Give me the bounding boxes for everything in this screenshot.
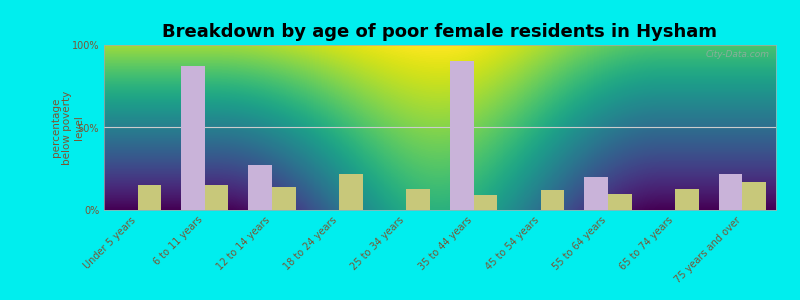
Bar	[339, 174, 362, 210]
Bar	[675, 188, 698, 210]
Bar	[541, 190, 564, 210]
Bar	[249, 165, 272, 210]
Bar	[608, 194, 631, 210]
Bar	[272, 187, 295, 210]
Bar	[450, 61, 474, 210]
Bar	[406, 188, 430, 210]
Bar	[182, 66, 205, 210]
Bar	[585, 177, 608, 210]
Bar	[719, 174, 742, 210]
Bar	[742, 182, 766, 210]
Title: Breakdown by age of poor female residents in Hysham: Breakdown by age of poor female resident…	[162, 23, 718, 41]
Bar	[205, 185, 228, 210]
Text: City-Data.com: City-Data.com	[706, 50, 770, 59]
Bar	[474, 195, 497, 210]
Y-axis label: percentage
below poverty
level: percentage below poverty level	[51, 90, 84, 165]
Bar	[138, 185, 161, 210]
